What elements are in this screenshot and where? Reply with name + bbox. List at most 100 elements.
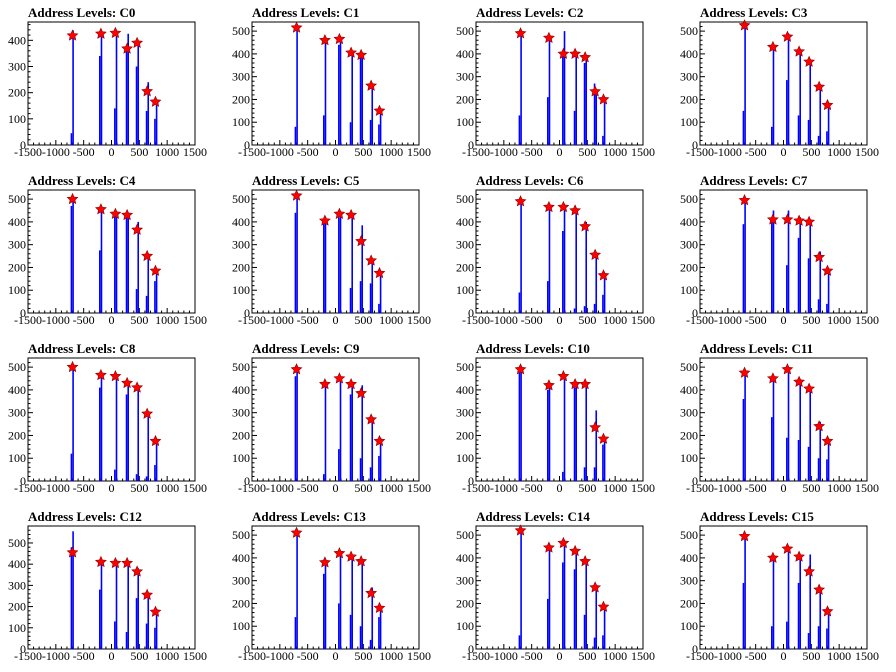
y-tick-label: 100 [680, 283, 698, 297]
chart-title: Address Levels: C8 [28, 341, 136, 356]
peak-star-marker [821, 264, 834, 276]
peak-star-marker [589, 421, 602, 433]
chart-title: Address Levels: C6 [476, 173, 584, 188]
histogram-bar [787, 546, 790, 649]
y-tick-label: 100 [456, 619, 474, 633]
y-tick-label: 400 [680, 47, 698, 61]
peak-star-marker [597, 600, 610, 612]
y-tick-label: 400 [8, 383, 26, 397]
histogram-bar [351, 555, 353, 649]
y-tick-label: 400 [456, 47, 474, 61]
y-tick-label: 500 [456, 192, 474, 206]
histogram-bar [155, 269, 158, 313]
x-tick-label: -1500 [686, 649, 714, 663]
histogram-bar [744, 535, 746, 649]
x-tick-label: -1000 [714, 313, 742, 327]
y-tick-label: 400 [456, 551, 474, 565]
chart-title: Address Levels: C15 [700, 509, 814, 524]
histogram-bar [593, 83, 596, 145]
chart-panel-13: -1500 -1000 -500 0 500 1000 1500 0 100 200 300 400 5… [224, 504, 448, 672]
histogram-bar [115, 375, 118, 481]
y-tick-label: 500 [232, 192, 250, 206]
peak-star-marker [318, 556, 331, 568]
x-tick-label: -500 [521, 145, 543, 159]
x-tick-label: -1500 [462, 145, 490, 159]
histogram-bar [99, 56, 101, 145]
histogram-bar [137, 568, 140, 649]
x-tick-label: 1000 [155, 481, 179, 495]
y-tick-label: 300 [456, 574, 474, 588]
chart-title: Address Levels: C5 [252, 173, 360, 188]
histogram-bar [786, 80, 788, 145]
x-tick-label: -500 [297, 145, 319, 159]
histogram-bar [135, 598, 138, 649]
y-tick-label: 500 [8, 360, 26, 374]
peak-star-marker [569, 204, 582, 216]
peak-star-marker [793, 45, 806, 57]
histogram-bar [547, 281, 549, 313]
histogram-bar [518, 635, 521, 649]
x-tick-label: -1500 [462, 481, 490, 495]
y-tick-label: 200 [8, 428, 26, 442]
chart-title: Address Levels: C3 [700, 5, 808, 20]
histogram-bar [70, 547, 73, 649]
y-tick-label: 0 [468, 642, 474, 656]
peak-star-marker [514, 27, 527, 39]
histogram-bar [827, 438, 830, 481]
histogram-bar [771, 417, 773, 481]
histogram-bar [807, 446, 810, 481]
peak-star-marker [66, 29, 79, 41]
peak-star-marker [94, 368, 107, 381]
y-tick-label: 500 [456, 24, 474, 38]
histogram-bar [771, 626, 773, 649]
histogram-bar [809, 59, 812, 145]
peak-star-marker [365, 413, 378, 425]
peak-star-marker [542, 541, 555, 553]
peak-star-marker [569, 377, 582, 390]
histogram-bar [100, 33, 103, 145]
x-tick-label: 500 [354, 649, 372, 663]
peak-star-marker [597, 93, 610, 105]
peak-star-marker [345, 208, 358, 221]
peak-star-marker [821, 605, 834, 617]
histogram-bar [147, 412, 150, 481]
histogram-bar [548, 545, 551, 649]
peak-star-marker [121, 376, 134, 389]
histogram-bar [817, 458, 820, 481]
peak-star-marker [793, 375, 806, 387]
peak-star-marker [373, 601, 386, 614]
histogram-bar [114, 469, 116, 481]
x-tick-label: -1500 [686, 481, 714, 495]
peak-star-marker [141, 85, 154, 97]
chart-panel-3: -1500 -1000 -500 0 500 1000 1500 0 100 200 300 400 5… [672, 0, 896, 168]
x-tick-label: -1500 [462, 313, 490, 327]
x-tick-label: 1000 [603, 649, 627, 663]
histogram-bar [127, 33, 129, 145]
histogram-bar [338, 449, 340, 481]
histogram-bar [603, 605, 606, 649]
histogram-bar [339, 377, 342, 481]
chart-svg-9: -1500 -1000 -500 0 500 1000 1500 0 100 200 300 400 5… [232, 357, 431, 495]
peak-star-marker [131, 565, 144, 577]
chart-title: Address Levels: C13 [252, 509, 366, 524]
y-tick-label: 100 [8, 451, 26, 465]
histogram-bar [583, 63, 586, 145]
chart-svg-1: -1500 -1000 -500 0 500 1000 1500 0 100 200 300 400 5… [232, 21, 431, 159]
histogram-bar [154, 281, 156, 313]
peak-star-marker [345, 46, 358, 58]
histogram-bar [338, 217, 340, 313]
y-tick-label: 200 [680, 260, 698, 274]
histogram-bar [797, 237, 800, 313]
x-tick-label: 500 [354, 313, 372, 327]
plot-frame [699, 189, 868, 314]
histogram-bar [518, 369, 521, 481]
histogram-bar [797, 115, 800, 145]
chart-svg-2: -1500 -1000 -500 0 500 1000 1500 0 100 200 300 400 5… [456, 21, 655, 159]
y-tick-label: 200 [8, 600, 26, 614]
x-tick-label: 0 [109, 145, 115, 159]
histogram-bar [72, 197, 74, 313]
histogram-bar [379, 606, 382, 649]
peak-star-marker [345, 377, 358, 390]
histogram-bar [548, 37, 551, 145]
histogram-bar [585, 221, 588, 313]
